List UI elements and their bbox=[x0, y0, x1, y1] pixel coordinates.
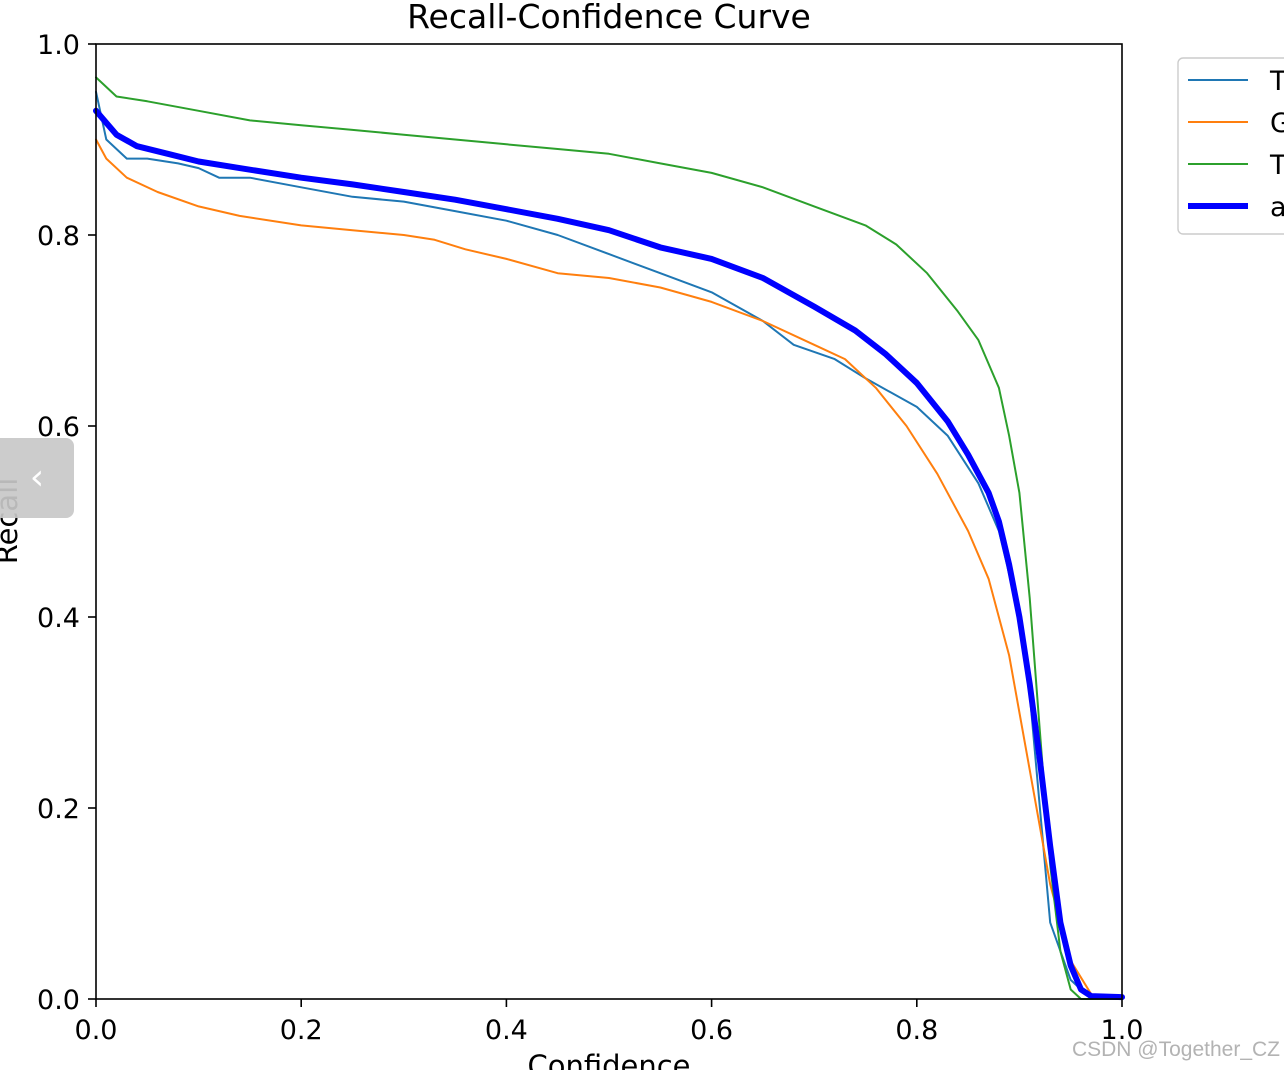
legend-label-3: T bbox=[1269, 150, 1284, 181]
watermark: CSDN @Together_CZ bbox=[1071, 1038, 1280, 1061]
sidebar-collapse-button[interactable]: ‹ bbox=[0, 438, 74, 518]
x-tick-label: 0.6 bbox=[690, 1015, 733, 1046]
x-tick-label: 0.8 bbox=[895, 1015, 938, 1046]
series-line-3 bbox=[95, 76, 1123, 1000]
series-line-4 bbox=[93, 107, 1125, 1001]
chart-title: Recall-Confidence Curve bbox=[407, 0, 811, 36]
x-tick-label: 0.2 bbox=[280, 1015, 323, 1046]
legend-label-4: a bbox=[1270, 192, 1284, 223]
series-layer bbox=[93, 76, 1125, 1001]
y-tick-label: 0.8 bbox=[37, 221, 80, 252]
legend-label-2: G bbox=[1270, 108, 1284, 139]
y-tick-label: 0.4 bbox=[37, 603, 80, 634]
series-line-2 bbox=[95, 138, 1123, 1000]
y-axis-ticks: 0.0 0.2 0.4 0.6 0.8 1.0 bbox=[37, 30, 96, 1016]
y-tick-label: 1.0 bbox=[37, 30, 80, 61]
y-tick-label: 0.0 bbox=[37, 985, 80, 1016]
y-tick-label: 0.6 bbox=[37, 412, 80, 443]
plot-frame bbox=[95, 43, 1123, 1000]
legend-frame bbox=[1177, 57, 1284, 235]
y-tick-label: 0.2 bbox=[37, 794, 80, 825]
x-tick-label: 0.4 bbox=[485, 1015, 528, 1046]
chevron-left-icon: ‹ bbox=[29, 457, 45, 498]
legend-label-1: T bbox=[1269, 66, 1284, 97]
x-tick-label: 1.0 bbox=[1101, 1015, 1144, 1046]
x-axis-ticks: 0.0 0.2 0.4 0.6 0.8 1.0 bbox=[75, 999, 1144, 1046]
x-axis-label: Confidence bbox=[527, 1049, 690, 1070]
x-tick-label: 0.0 bbox=[75, 1015, 118, 1046]
